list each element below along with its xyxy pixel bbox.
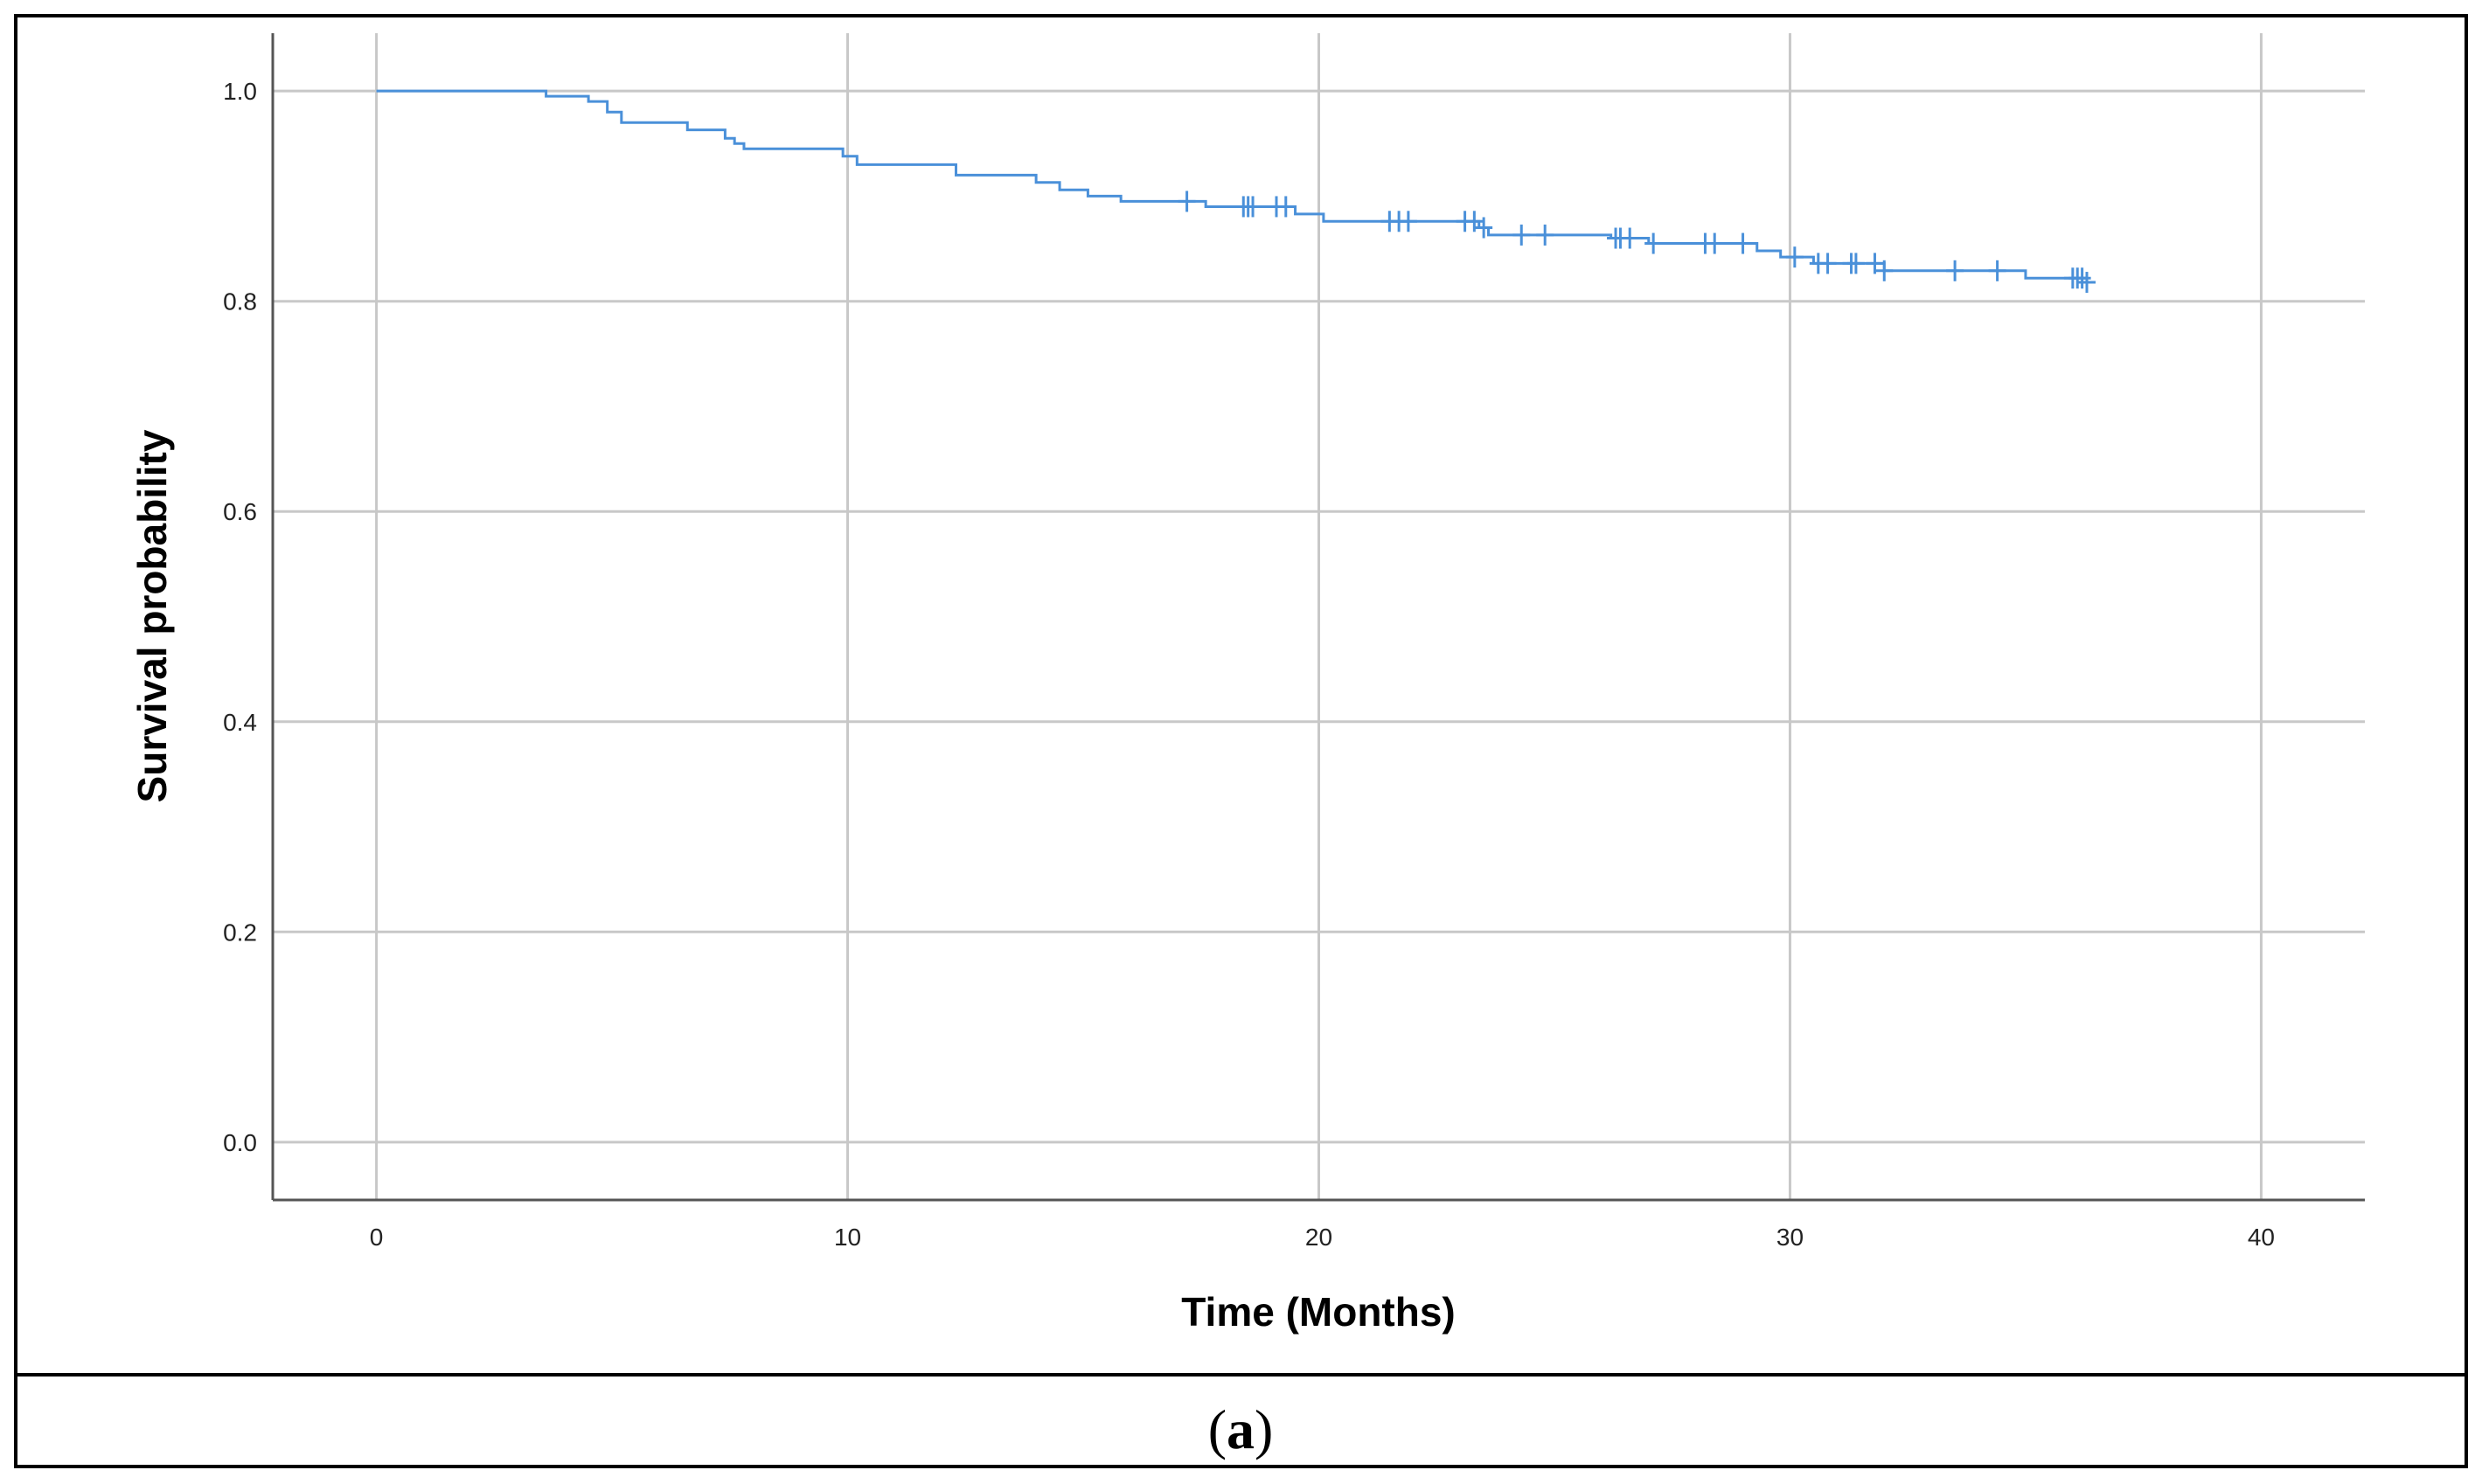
censor-mark bbox=[2078, 272, 2096, 294]
tick-labels: 0.0 0.2 0.4 0.6 0.8 1.0 0 10 20 30 40 bbox=[223, 78, 2275, 1251]
censor-mark bbox=[1621, 227, 1639, 249]
censor-mark bbox=[1475, 217, 1493, 239]
x-tick-label: 40 bbox=[2248, 1224, 2275, 1251]
censor-mark bbox=[1988, 260, 2006, 281]
censor-mark bbox=[1846, 253, 1865, 274]
x-tick-label: 20 bbox=[1305, 1224, 1332, 1251]
plot-axes bbox=[271, 33, 2365, 1202]
outer-frame bbox=[14, 14, 2468, 1468]
censor-mark bbox=[1734, 232, 1752, 254]
censor-mark bbox=[1875, 260, 1894, 281]
censor-mark bbox=[1785, 246, 1804, 268]
caption: (a) bbox=[1208, 1398, 1274, 1460]
censor-mark bbox=[1244, 196, 1262, 218]
y-tick-label: 1.0 bbox=[223, 78, 257, 105]
x-tick-label: 10 bbox=[834, 1224, 861, 1251]
censor-mark bbox=[1276, 196, 1295, 218]
caption-close: ) bbox=[1255, 1398, 1273, 1460]
censor-mark bbox=[1512, 224, 1531, 246]
caption-open: ( bbox=[1208, 1398, 1227, 1460]
y-tick-label: 0.6 bbox=[223, 498, 257, 525]
series-group bbox=[376, 89, 2092, 284]
censor-mark bbox=[1818, 253, 1837, 274]
censor-mark bbox=[1178, 191, 1196, 212]
survival-curve bbox=[376, 89, 2092, 284]
censor-marks bbox=[1178, 191, 2096, 294]
censor-mark bbox=[1399, 211, 1417, 232]
y-tick-label: 0.2 bbox=[223, 919, 257, 946]
y-tick-label: 0.0 bbox=[223, 1129, 257, 1156]
y-tick-label: 0.4 bbox=[223, 709, 257, 736]
x-tick-label: 30 bbox=[1776, 1224, 1804, 1251]
caption-label: a bbox=[1227, 1398, 1255, 1460]
censor-mark bbox=[1465, 211, 1484, 232]
censor-mark bbox=[1536, 224, 1554, 246]
censor-mark bbox=[1946, 260, 1964, 281]
x-tick-label: 0 bbox=[370, 1224, 384, 1251]
x-axis-title: Time (Months) bbox=[1181, 1289, 1455, 1335]
censor-mark bbox=[1706, 232, 1724, 254]
y-tick-label: 0.8 bbox=[223, 288, 257, 316]
censor-mark bbox=[2073, 267, 2091, 289]
censor-mark bbox=[1644, 232, 1663, 254]
plot-grid bbox=[273, 33, 2365, 1200]
censor-mark bbox=[1866, 253, 1884, 274]
y-axis-title: Survival probability bbox=[129, 429, 175, 802]
